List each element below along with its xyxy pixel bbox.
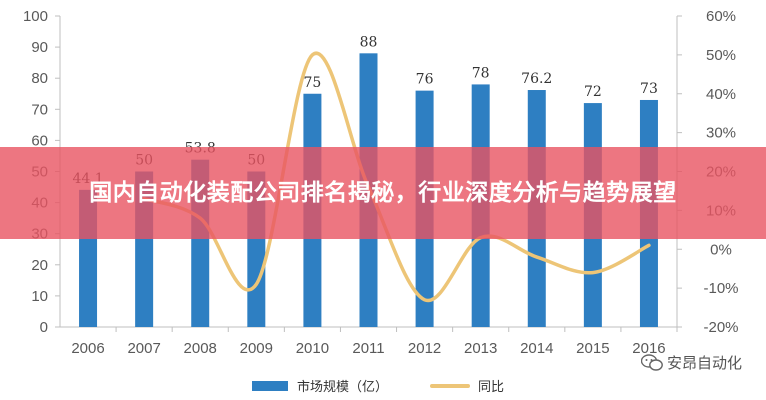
legend-swatch-bar: [252, 381, 288, 391]
x-tick-label: 2016: [632, 340, 665, 357]
y-tick-label-left: 100: [23, 8, 48, 25]
x-tick-label: 2007: [127, 340, 160, 357]
bar-value-label: 78: [472, 65, 490, 81]
y-tick-label-left: 90: [31, 39, 48, 56]
bar-value-label: 73: [640, 81, 658, 97]
y-tick-label-right: 40%: [706, 86, 736, 103]
wechat-icon: [640, 353, 663, 371]
bar-value-label: 72: [584, 84, 602, 100]
y-tick-label-right: 60%: [706, 8, 736, 25]
y-tick-label-left: 20: [31, 257, 48, 274]
y-tick-label-left: 0: [40, 319, 48, 336]
x-tick-label: 2009: [240, 340, 273, 357]
title-banner: 国内自动化装配公司排名揭秘，行业深度分析与趋势展望: [0, 147, 766, 239]
legend-label-line: 同比: [478, 380, 504, 395]
x-tick-label: 2010: [296, 340, 329, 357]
y-tick-label-left: 70: [31, 101, 48, 118]
bar-value-label: 88: [360, 34, 378, 50]
y-tick-label-right: 50%: [706, 47, 736, 64]
banner-title: 国内自动化装配公司排名揭秘，行业深度分析与趋势展望: [89, 179, 677, 206]
y-tick-label-left: 80: [31, 70, 48, 87]
x-tick-label: 2006: [71, 340, 104, 357]
legend-label-bar: 市场规模（亿）: [297, 379, 388, 395]
x-tick-label: 2014: [520, 340, 553, 357]
x-tick-label: 2013: [464, 340, 497, 357]
bar-value-label: 75: [303, 75, 321, 91]
bar-value-label: 76.2: [521, 71, 552, 87]
y-tick-label-right: 30%: [706, 125, 736, 142]
bar-value-label: 76: [416, 72, 434, 88]
x-tick-label: 2012: [408, 340, 441, 357]
x-tick-label: 2015: [576, 340, 609, 357]
y-tick-label-right: -20%: [703, 319, 738, 336]
y-tick-label-left: 10: [31, 288, 48, 305]
y-tick-label-left: 60: [31, 132, 48, 149]
x-tick-label: 2011: [352, 340, 384, 357]
watermark-text: 安昂自动化: [666, 354, 742, 372]
watermark: 安昂自动化: [640, 352, 742, 373]
y-tick-label-right: -10%: [703, 280, 738, 297]
x-tick-label: 2008: [184, 340, 217, 357]
y-tick-label-right: 0%: [710, 241, 732, 258]
